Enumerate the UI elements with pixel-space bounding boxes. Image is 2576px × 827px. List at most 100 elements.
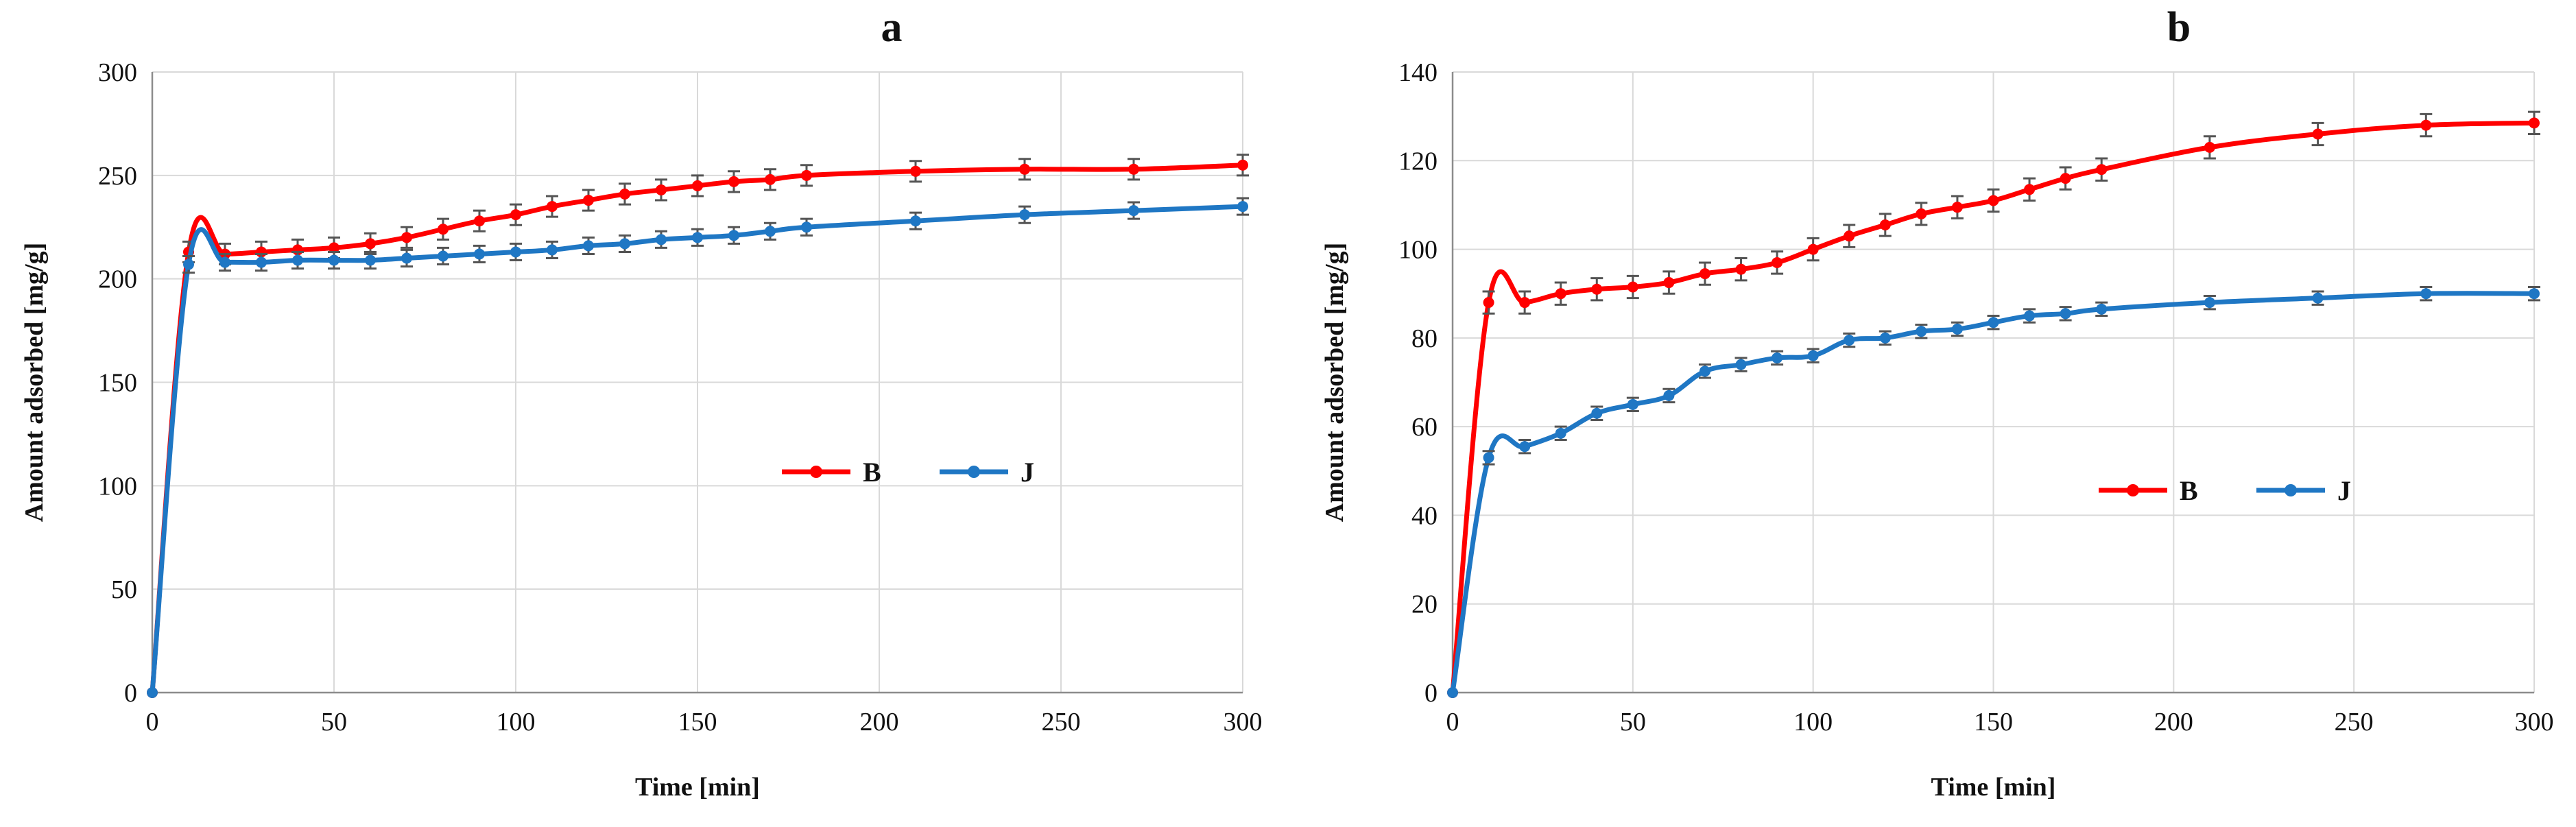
- data-point: [2204, 297, 2215, 309]
- y-tick-label: 300: [98, 58, 137, 87]
- data-point: [2420, 119, 2432, 131]
- legend-item-B: B: [782, 457, 881, 488]
- data-point: [1019, 209, 1030, 221]
- data-point: [619, 188, 630, 200]
- x-tick-label: 150: [678, 708, 717, 736]
- data-point: [1735, 359, 1747, 370]
- data-point: [365, 254, 376, 266]
- x-tick-label: 50: [321, 708, 347, 736]
- data-point: [1772, 352, 1783, 363]
- data-point: [1519, 297, 1531, 309]
- data-point: [2024, 184, 2036, 195]
- data-point: [1019, 163, 1030, 175]
- data-point: [401, 232, 412, 243]
- data-point: [474, 215, 485, 227]
- x-tick-label: 250: [1042, 708, 1081, 736]
- data-point: [801, 221, 812, 233]
- x-tick-label: 150: [1974, 708, 2013, 736]
- y-tick-label: 60: [1411, 413, 1438, 442]
- y-tick-label: 40: [1411, 501, 1438, 530]
- data-point: [474, 248, 485, 260]
- x-tick-label: 250: [2335, 708, 2374, 736]
- data-point: [438, 224, 449, 235]
- data-point: [1555, 288, 1566, 300]
- panel-letter: b: [2167, 4, 2191, 51]
- y-axis-title: Amount adsorbed [mg/g]: [20, 243, 49, 522]
- y-tick-label: 50: [111, 575, 137, 604]
- y-tick-label: 80: [1411, 324, 1438, 353]
- data-point: [401, 252, 412, 264]
- legend-item-J: J: [940, 457, 1034, 488]
- data-point: [2204, 141, 2215, 153]
- data-point: [910, 215, 921, 227]
- data-point: [1483, 452, 1494, 464]
- data-point: [2096, 303, 2108, 315]
- data-point: [1483, 297, 1494, 309]
- x-tick-label: 300: [1224, 708, 1263, 736]
- data-point: [147, 687, 158, 698]
- data-point: [329, 242, 339, 254]
- data-point: [2096, 164, 2108, 176]
- data-point: [219, 256, 230, 268]
- legend-label: J: [1021, 457, 1034, 488]
- data-point: [1844, 335, 1855, 346]
- x-axis-title: Time [min]: [1931, 773, 2056, 802]
- data-point: [1555, 427, 1566, 439]
- x-tick-label: 100: [1793, 708, 1833, 736]
- y-tick-label: 100: [1398, 236, 1438, 265]
- legend-label: J: [2337, 475, 2351, 506]
- x-axis-title: Time [min]: [635, 773, 760, 802]
- data-point: [2312, 292, 2324, 304]
- y-tick-label: 100: [98, 472, 137, 501]
- data-point: [1663, 389, 1675, 401]
- data-point: [2529, 117, 2540, 129]
- series-J: [1447, 286, 2540, 698]
- data-point: [1237, 201, 1248, 213]
- data-point: [2060, 308, 2071, 320]
- panel-letter: a: [881, 4, 903, 51]
- data-point: [583, 195, 594, 206]
- legend-marker: [2127, 484, 2139, 496]
- y-tick-label: 200: [98, 265, 137, 294]
- y-tick-label: 250: [98, 162, 137, 191]
- y-tick-label: 120: [1398, 147, 1438, 176]
- legend-label: B: [2180, 475, 2198, 506]
- legend-item-B: B: [2099, 475, 2198, 506]
- x-tick-label: 200: [2154, 708, 2193, 736]
- data-point: [1807, 243, 1819, 255]
- data-point: [2529, 288, 2540, 300]
- data-point: [1447, 687, 1458, 698]
- data-point: [1699, 365, 1710, 377]
- data-point: [692, 180, 703, 191]
- data-point: [183, 259, 194, 270]
- data-point: [1916, 326, 1927, 337]
- data-point: [1772, 256, 1783, 268]
- y-axis-title: Amount adsorbed [mg/g]: [1320, 243, 1349, 522]
- y-tick-label: 0: [1424, 679, 1438, 708]
- data-point: [1988, 317, 1999, 328]
- legend-marker: [2285, 484, 2297, 496]
- x-tick-label: 100: [497, 708, 536, 736]
- data-point: [728, 230, 739, 241]
- legend-label: B: [863, 457, 881, 488]
- data-point: [1916, 208, 1927, 219]
- y-tick-label: 140: [1398, 58, 1438, 87]
- x-tick-label: 0: [1446, 708, 1459, 736]
- x-tick-label: 50: [1620, 708, 1646, 736]
- data-point: [1128, 163, 1139, 175]
- data-point: [765, 226, 776, 237]
- data-point: [547, 201, 558, 213]
- data-point: [438, 250, 449, 262]
- data-point: [1879, 219, 1891, 231]
- legend-item-J: J: [2256, 475, 2351, 506]
- data-point: [1627, 281, 1638, 293]
- data-point: [1663, 277, 1675, 289]
- data-point: [1988, 195, 1999, 206]
- x-tick-label: 300: [2515, 708, 2554, 736]
- data-point: [2420, 288, 2432, 300]
- data-point: [1237, 159, 1248, 171]
- data-point: [1519, 441, 1531, 453]
- series-J: [147, 197, 1249, 698]
- legend-marker: [968, 466, 980, 478]
